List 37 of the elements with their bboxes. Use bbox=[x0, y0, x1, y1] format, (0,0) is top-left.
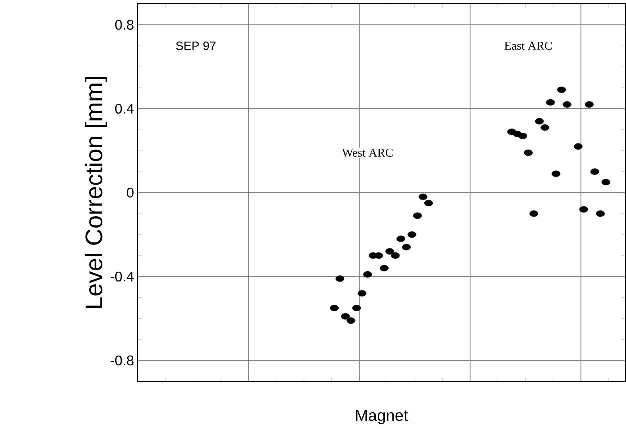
point bbox=[535, 118, 544, 125]
point bbox=[380, 265, 389, 272]
x-axis-title: Magnet bbox=[356, 410, 408, 425]
point bbox=[352, 305, 362, 312]
point bbox=[408, 232, 417, 238]
point bbox=[530, 210, 538, 218]
point bbox=[562, 102, 572, 108]
point bbox=[602, 179, 611, 186]
annotation: SEP 97 bbox=[176, 42, 216, 50]
y-tick-label: 0.8 bbox=[115, 20, 134, 30]
y-tick-label: 0 bbox=[127, 188, 134, 198]
point bbox=[540, 124, 550, 132]
point bbox=[341, 314, 350, 320]
point bbox=[396, 236, 406, 242]
point bbox=[585, 102, 594, 108]
point bbox=[424, 200, 434, 207]
y-tick-label: -0.4 bbox=[110, 272, 134, 282]
y-tick-label: -0.8 bbox=[110, 356, 134, 366]
point bbox=[402, 244, 412, 251]
point bbox=[391, 252, 400, 260]
point bbox=[346, 318, 356, 324]
point bbox=[330, 305, 339, 312]
point bbox=[518, 133, 528, 140]
annotation: West ARC bbox=[342, 149, 393, 158]
point bbox=[590, 168, 600, 176]
point bbox=[524, 150, 533, 156]
point bbox=[363, 272, 372, 278]
point bbox=[596, 210, 605, 218]
annotation: East ARC bbox=[504, 42, 552, 50]
y-tick-label: 0.4 bbox=[115, 104, 134, 114]
point bbox=[580, 206, 588, 214]
point bbox=[574, 144, 583, 150]
point bbox=[386, 248, 394, 255]
point bbox=[413, 212, 422, 220]
point bbox=[552, 170, 561, 178]
y-axis-title: Level Correction [mm] bbox=[85, 78, 108, 308]
point bbox=[336, 276, 345, 282]
